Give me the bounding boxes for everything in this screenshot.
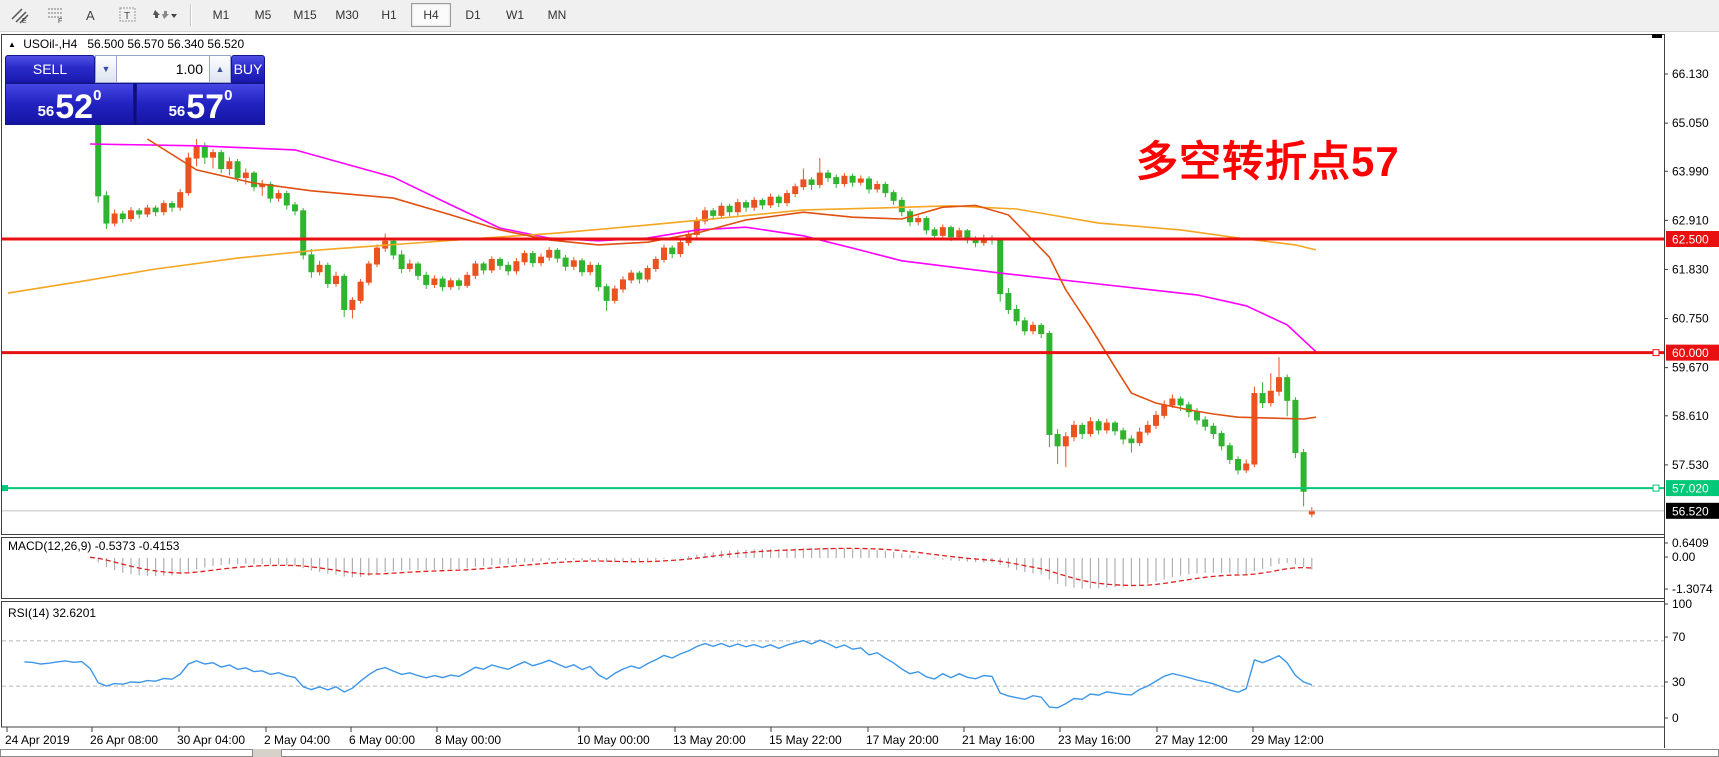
channel-tool-icon[interactable]: E: [4, 2, 36, 28]
svg-text:30: 30: [1672, 675, 1686, 689]
buy-price-tile[interactable]: 56 57 0: [136, 83, 265, 125]
volume-increase-button[interactable]: ▲: [209, 55, 231, 83]
svg-text:26 Apr 08:00: 26 Apr 08:00: [90, 733, 158, 747]
toolbar: E F A T M1 M5 M15 M30 H1 H4 D1 W1 MN: [0, 0, 1719, 32]
rsi-label: RSI(14) 32.6201: [8, 606, 96, 620]
time-axis: 24 Apr 2019 26 Apr 08:00 30 Apr 04:00 2 May…: [5, 727, 1324, 747]
buy-button[interactable]: BUY: [231, 55, 265, 83]
timeframe-w1[interactable]: W1: [506, 8, 524, 22]
svg-text:23 May 16:00: 23 May 16:00: [1058, 733, 1131, 747]
svg-text:70: 70: [1672, 630, 1686, 644]
svg-text:30 Apr 04:00: 30 Apr 04:00: [177, 733, 245, 747]
svg-text:58.610: 58.610: [1672, 409, 1709, 423]
svg-text:T: T: [124, 11, 130, 22]
one-click-trading-panel: SELL ▼ 1.00 ▲ BUY 56 52 0 56 57 0: [5, 55, 265, 125]
timeframe-d1[interactable]: D1: [465, 8, 481, 22]
ma-yellow: [7, 204, 1317, 294]
svg-text:66.130: 66.130: [1672, 67, 1709, 81]
rsi-line: [24, 639, 1313, 709]
macd-label: MACD(12,26,9) -0.5373 -0.4153: [8, 539, 180, 553]
toolbar-separator: [190, 4, 192, 26]
svg-text:21 May 16:00: 21 May 16:00: [962, 733, 1035, 747]
svg-text:57.020: 57.020: [1672, 482, 1709, 496]
svg-text:E: E: [22, 18, 27, 24]
timeframe-m30[interactable]: M30: [335, 8, 359, 22]
sell-price-prefix: 56: [37, 103, 55, 120]
green-line-anchor-right[interactable]: [1652, 484, 1660, 492]
svg-text:0.00: 0.00: [1672, 550, 1696, 564]
green-line-anchor[interactable]: [2, 485, 8, 492]
svg-text:59.670: 59.670: [1672, 361, 1709, 375]
timeframe-h4[interactable]: H4: [411, 3, 451, 27]
price-axis-labels: 66.130 65.050 63.990 62.910 61.830 60.750 59.6…: [1664, 67, 1719, 519]
svg-text:62.910: 62.910: [1672, 213, 1709, 227]
volume-decrease-button[interactable]: ▼: [95, 55, 117, 83]
svg-text:10 May 00:00: 10 May 00:00: [577, 733, 650, 747]
price-tile-divider: [134, 83, 136, 125]
symbol-period-label: USOil-,H4: [23, 37, 78, 51]
fibonacci-tool-icon[interactable]: F: [40, 2, 72, 28]
collapse-triangle-icon[interactable]: ▲: [8, 40, 16, 49]
ma-magenta: [89, 143, 1317, 353]
arrows-tool-icon[interactable]: [148, 2, 180, 28]
svg-text:27 May 12:00: 27 May 12:00: [1155, 733, 1228, 747]
rsi-pane-border: [1, 601, 1665, 728]
svg-text:60.000: 60.000: [1672, 346, 1709, 360]
timeframe-m15[interactable]: M15: [293, 8, 317, 22]
buy-price-prefix: 56: [168, 103, 186, 120]
svg-text:57.530: 57.530: [1672, 458, 1709, 472]
svg-text:17 May 20:00: 17 May 20:00: [866, 733, 939, 747]
macd-indicator: [89, 547, 1313, 589]
chart-title: ▲ USOil-,H4 56.500 56.570 56.340 56.520: [8, 37, 244, 51]
buy-price-big: 57: [186, 88, 225, 126]
svg-text:65.050: 65.050: [1672, 116, 1709, 130]
buy-price-sup: 0: [224, 87, 233, 104]
svg-text:24 Apr 2019: 24 Apr 2019: [5, 733, 70, 747]
svg-text:-1.3074: -1.3074: [1672, 582, 1713, 596]
minimized-window-bar[interactable]: [0, 749, 253, 757]
macd-signal-line: [89, 547, 1312, 587]
svg-text:100: 100: [1672, 597, 1692, 611]
volume-input[interactable]: 1.00: [117, 55, 209, 83]
candles: [5, 75, 1315, 518]
scroll-position-marker[interactable]: [1652, 34, 1662, 38]
chart-annotation-text: 多空转折点57: [1136, 138, 1400, 185]
svg-text:2 May 04:00: 2 May 04:00: [264, 733, 330, 747]
text-tool-icon[interactable]: A: [76, 2, 108, 28]
sell-price-sup: 0: [93, 87, 102, 104]
svg-text:63.990: 63.990: [1672, 164, 1709, 178]
timeframe-m5[interactable]: M5: [254, 8, 272, 22]
svg-text:0: 0: [1672, 711, 1679, 725]
svg-text:29 May 12:00: 29 May 12:00: [1251, 733, 1324, 747]
red-line-anchor-right[interactable]: [1652, 349, 1660, 357]
svg-text:15 May 22:00: 15 May 22:00: [769, 733, 842, 747]
svg-text:56.520: 56.520: [1672, 504, 1709, 518]
timeframe-mn[interactable]: MN: [547, 8, 567, 22]
sell-price-tile[interactable]: 56 52 0: [5, 83, 134, 125]
svg-text:61.830: 61.830: [1672, 262, 1709, 276]
timeframe-buttons: M1 M5 M15 M30 H1 H4 D1 W1 MN: [200, 3, 578, 27]
svg-text:8 May 00:00: 8 May 00:00: [435, 733, 501, 747]
svg-text:6 May 00:00: 6 May 00:00: [349, 733, 415, 747]
svg-text:0.6409: 0.6409: [1672, 536, 1709, 550]
svg-text:13 May 20:00: 13 May 20:00: [673, 733, 746, 747]
timeframe-m1[interactable]: M1: [212, 8, 230, 22]
svg-text:60.750: 60.750: [1672, 312, 1709, 326]
svg-text:A: A: [86, 8, 95, 23]
minimized-window-bar-2[interactable]: [281, 749, 1719, 757]
label-tool-icon[interactable]: T: [112, 2, 144, 28]
timeframe-h1[interactable]: H1: [381, 8, 397, 22]
ma-redorange: [146, 138, 1317, 420]
sell-button[interactable]: SELL: [5, 55, 95, 83]
macd-pane-border: [1, 537, 1665, 599]
svg-text:62.500: 62.500: [1672, 233, 1709, 247]
sell-price-big: 52: [55, 88, 94, 126]
ohlc-values: 56.500 56.570 56.340 56.520: [87, 37, 245, 51]
bottom-window-strip: [0, 749, 1719, 757]
svg-text:F: F: [58, 18, 62, 24]
